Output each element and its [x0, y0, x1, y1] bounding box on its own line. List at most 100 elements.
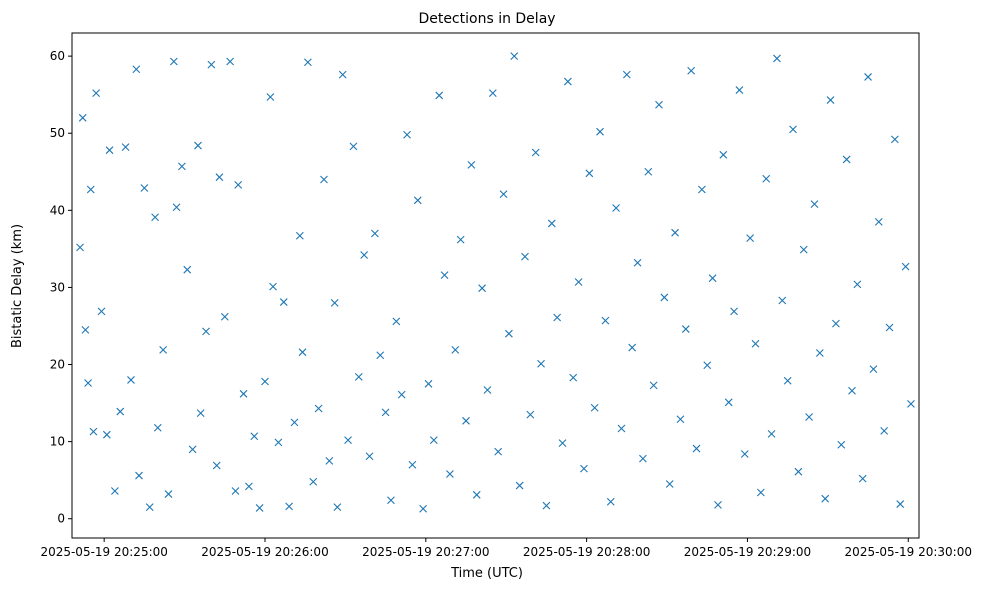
data-point — [365, 452, 374, 461]
data-point — [429, 436, 438, 444]
data-point — [370, 229, 379, 238]
data-point — [303, 58, 312, 67]
data-point — [245, 482, 253, 491]
data-point — [714, 500, 722, 509]
data-point — [110, 487, 119, 495]
data-point — [446, 470, 454, 478]
data-point — [333, 503, 342, 512]
data-point — [295, 231, 304, 240]
data-point — [354, 372, 363, 381]
data-point — [309, 477, 318, 486]
data-point — [805, 413, 813, 421]
data-point — [869, 365, 878, 374]
data-point — [215, 173, 224, 182]
y-tick-label: 50 — [50, 126, 65, 140]
data-point — [408, 460, 417, 469]
data-point — [92, 89, 101, 98]
data-point — [526, 410, 535, 419]
data-point — [467, 160, 476, 169]
data-point — [842, 155, 851, 164]
data-point — [756, 488, 765, 497]
data-point — [285, 502, 293, 511]
data-point — [885, 323, 894, 332]
x-tick-label: 2025-05-19 20:26:00 — [201, 545, 328, 559]
x-axis-label: Time (UTC) — [450, 566, 523, 581]
data-point — [639, 454, 647, 463]
data-point — [708, 274, 717, 283]
data-point — [207, 60, 216, 69]
data-point — [488, 89, 497, 98]
data-point — [628, 343, 637, 352]
data-point — [767, 430, 776, 438]
data-point — [590, 403, 599, 412]
data-point — [703, 361, 712, 370]
data-point — [735, 86, 744, 94]
data-point — [314, 404, 323, 413]
data-point — [617, 424, 626, 433]
data-point — [127, 376, 135, 384]
data-point — [381, 408, 390, 417]
data-point — [810, 200, 819, 209]
data-point — [290, 418, 299, 427]
data-point — [86, 185, 95, 194]
x-axis-ticks: 2025-05-19 20:25:00 2025-05-19 20:26:00 20… — [40, 538, 972, 559]
data-point — [76, 243, 84, 252]
data-point — [692, 444, 701, 453]
data-point — [880, 426, 889, 435]
y-tick-label: 0 — [57, 512, 65, 526]
data-point — [874, 218, 883, 226]
data-point — [135, 471, 143, 480]
data-point — [298, 348, 307, 357]
y-tick-label: 40 — [50, 203, 65, 217]
data-point — [153, 423, 162, 432]
data-point — [250, 432, 259, 441]
data-point — [494, 447, 503, 456]
data-point — [499, 190, 508, 199]
data-point — [226, 57, 235, 66]
data-point — [145, 503, 154, 512]
data-point — [783, 376, 792, 385]
data-point — [799, 245, 808, 254]
data-point — [212, 461, 221, 470]
data-point — [537, 359, 545, 368]
data-point — [97, 307, 106, 316]
data-point — [349, 142, 358, 151]
data-point — [730, 307, 738, 316]
data-point — [102, 430, 111, 439]
data-point — [515, 481, 524, 490]
data-point — [547, 219, 556, 228]
data-point — [853, 280, 862, 289]
data-point — [778, 296, 787, 305]
data-point — [542, 501, 551, 510]
data-point — [483, 386, 492, 394]
data-point — [269, 282, 277, 291]
data-point — [169, 57, 178, 66]
y-axis-label: Bistatic Delay (km) — [10, 224, 25, 348]
data-point — [424, 379, 433, 388]
data-point — [413, 196, 422, 205]
data-point — [140, 184, 149, 192]
data-point — [234, 180, 243, 189]
data-point — [826, 96, 835, 104]
data-point — [183, 265, 192, 274]
data-point — [472, 490, 481, 499]
data-point — [202, 327, 210, 336]
data-point — [440, 271, 449, 279]
data-point — [681, 325, 690, 333]
data-point — [220, 312, 229, 321]
data-point — [132, 65, 141, 74]
data-point — [724, 398, 733, 407]
data-point — [821, 494, 830, 503]
data-point — [397, 390, 406, 399]
data-point — [478, 284, 486, 293]
data-point — [649, 381, 658, 390]
data-point — [360, 251, 369, 259]
x-tick-label: 2025-05-19 20:28:00 — [523, 545, 650, 559]
x-tick-label: 2025-05-19 20:29:00 — [684, 545, 811, 559]
data-point — [121, 143, 130, 151]
data-point — [194, 141, 202, 150]
data-point — [901, 262, 910, 271]
data-point — [596, 127, 604, 136]
data-point — [456, 235, 465, 244]
data-point — [330, 298, 339, 307]
